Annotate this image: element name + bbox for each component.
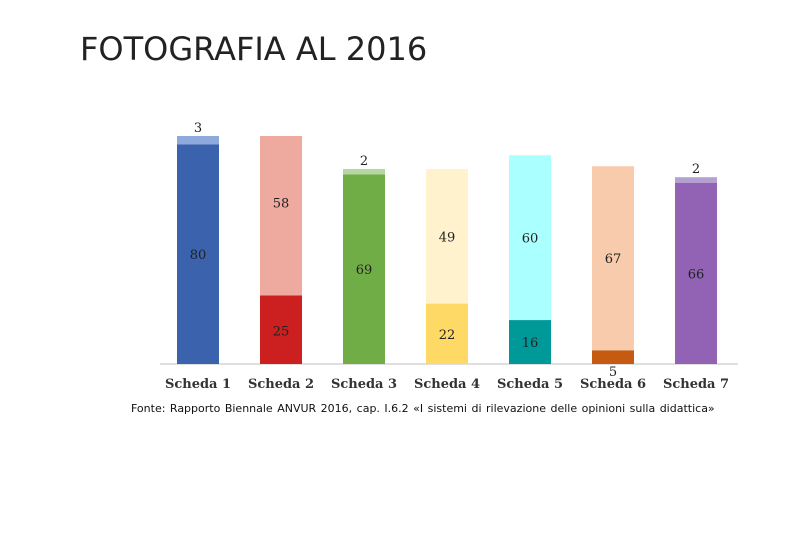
bar-segment — [343, 174, 385, 364]
x-tick-label: Scheda 7 — [663, 377, 729, 392]
bar-segment — [343, 168, 385, 175]
data-label: 80 — [190, 248, 207, 263]
data-label: 5 — [609, 365, 617, 380]
bar-segment — [260, 136, 302, 296]
data-label: 67 — [605, 252, 622, 267]
bar-segment — [260, 295, 302, 364]
bar-segment — [426, 303, 468, 364]
bar-segment — [509, 320, 551, 364]
data-label: 58 — [273, 197, 290, 212]
x-tick-label: Scheda 2 — [248, 377, 314, 392]
x-tick-label: Scheda 1 — [165, 377, 231, 392]
data-label: 49 — [439, 230, 456, 245]
data-label: 3 — [194, 121, 202, 136]
data-label: 2 — [692, 162, 700, 177]
slide-title: FOTOGRAFIA AL 2016 — [80, 30, 428, 68]
data-label: 60 — [522, 232, 539, 247]
bar-segment — [177, 144, 219, 364]
bar-segment — [592, 166, 634, 351]
data-label: 66 — [688, 267, 705, 282]
bar-segment — [509, 155, 551, 321]
x-tick-label: Scheda 3 — [331, 377, 397, 392]
x-tick-label: Scheda 6 — [580, 377, 646, 392]
bar-segment — [426, 168, 468, 304]
bar-segment — [177, 136, 219, 145]
data-label: 25 — [273, 324, 290, 339]
bars-layer — [177, 136, 717, 364]
bar-segment — [592, 350, 634, 364]
data-label: 69 — [356, 263, 373, 278]
source-note: Fonte: Rapporto Biennale ANVUR 2016, cap… — [131, 402, 715, 415]
x-tick-label: Scheda 5 — [497, 377, 563, 392]
bar-segment — [675, 182, 717, 364]
data-label: 2 — [360, 154, 368, 169]
data-label: 16 — [522, 336, 539, 351]
data-label: 22 — [439, 328, 456, 343]
bar-segment — [675, 177, 717, 183]
x-tick-label: Scheda 4 — [414, 377, 480, 392]
